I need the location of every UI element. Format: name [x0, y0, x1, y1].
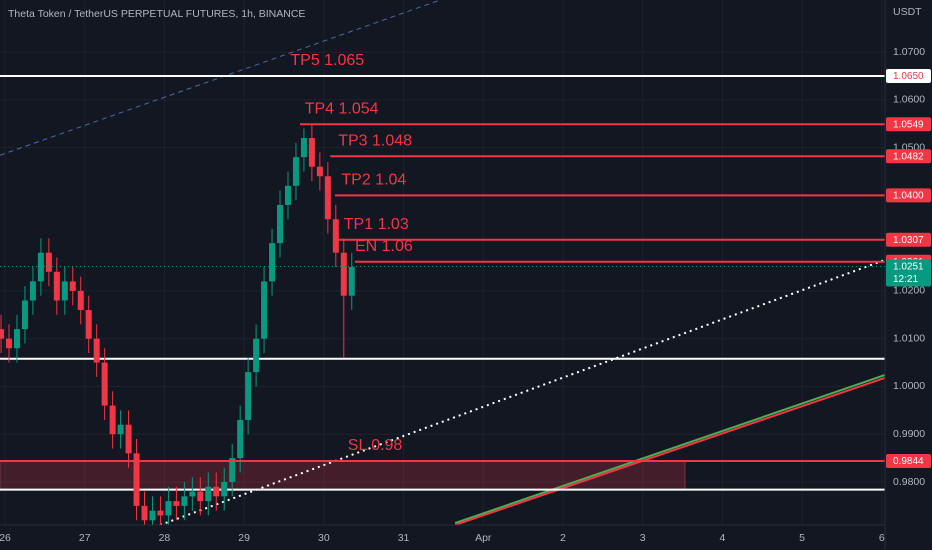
x-tick-label: 3	[640, 532, 646, 544]
price-box-label: 1.0482	[893, 151, 924, 162]
candle-body	[300, 138, 307, 158]
candle-body	[45, 252, 52, 272]
candle-body	[101, 362, 108, 406]
y-tick-label: 0.9900	[893, 428, 925, 440]
candle-body	[53, 271, 60, 301]
candle-body	[261, 281, 268, 339]
level-annotation: TP3 1.048	[338, 132, 412, 149]
candle-body	[229, 458, 236, 483]
candle-body	[324, 176, 331, 220]
candle-body	[237, 419, 244, 459]
currency-label: USDT	[893, 6, 922, 18]
candle-body	[21, 300, 28, 330]
x-tick-label: 28	[159, 532, 171, 544]
candle-body	[29, 281, 36, 301]
candle-body	[165, 501, 172, 516]
candle-body	[332, 219, 339, 253]
x-tick-label: 2	[560, 532, 566, 544]
price-box-label: 1.0650	[893, 71, 924, 82]
level-annotation: TP5 1.065	[290, 52, 364, 69]
level-annotation: SL 0.98	[348, 437, 403, 454]
price-box	[886, 117, 931, 132]
candle-body	[205, 486, 212, 502]
candle-body	[245, 372, 252, 420]
candle-body	[13, 329, 20, 349]
stop-zone	[0, 460, 686, 491]
candle-body	[117, 424, 124, 435]
x-tick-label: 4	[719, 532, 725, 544]
candle-body	[109, 405, 116, 435]
price-box-label: 1.0400	[893, 191, 924, 202]
x-tick-label: 5	[799, 532, 805, 544]
candle-body	[0, 329, 5, 339]
candle-body	[197, 491, 204, 502]
candle-body	[292, 157, 299, 186]
y-tick-label: 1.0100	[893, 332, 925, 344]
price-box-label: 1.0307	[893, 235, 924, 246]
level-annotation: TP4 1.054	[305, 100, 379, 117]
candle-body	[253, 338, 260, 373]
x-tick-label: Apr	[475, 532, 492, 544]
price-box	[886, 188, 931, 203]
y-tick-label: 1.0000	[893, 380, 925, 392]
candle-body	[141, 505, 148, 521]
price-box-label: 1.0549	[893, 119, 924, 130]
candle-body	[189, 491, 196, 497]
candle-body	[340, 252, 347, 296]
candle-body	[277, 204, 284, 244]
candle-body	[157, 510, 164, 516]
countdown-label: 12:21	[893, 274, 918, 285]
candle-body	[125, 424, 132, 454]
candle-body	[77, 290, 84, 311]
plot-area	[0, 0, 885, 525]
price-box-label: 0.9844	[893, 456, 924, 467]
candle-body	[85, 310, 92, 339]
trend-line	[454, 374, 885, 525]
level-annotation: TP2 1.04	[341, 172, 406, 189]
x-tick-label: 6	[879, 532, 885, 544]
price-box	[886, 68, 931, 83]
y-tick-label: 1.0700	[893, 46, 925, 58]
x-tick-label: 27	[79, 532, 91, 544]
level-annotation: TP1 1.03	[344, 216, 409, 233]
candle-body	[284, 185, 291, 205]
candle-body	[181, 496, 188, 506]
price-box	[886, 232, 931, 247]
y-tick-label: 0.9800	[893, 476, 925, 488]
candle-body	[269, 243, 276, 282]
candle-body	[133, 453, 140, 506]
x-tick-label: 26	[0, 532, 11, 544]
candle-body	[221, 482, 228, 497]
candle-body	[6, 338, 13, 349]
price-axis: 1.07001.06001.05001.02001.01001.00000.99…	[886, 46, 931, 488]
y-tick-label: 1.0600	[893, 94, 925, 106]
candle-body	[173, 501, 180, 506]
candle-body	[61, 281, 68, 301]
candle-body	[316, 166, 323, 177]
y-tick-label: 1.0200	[893, 285, 925, 297]
candle-body	[348, 267, 355, 296]
x-tick-label: 29	[238, 532, 250, 544]
trend-line	[0, 0, 441, 156]
trend-line	[159, 258, 885, 525]
candle-body	[93, 338, 100, 363]
candle-body	[149, 510, 156, 521]
trend-line	[454, 376, 885, 525]
price-box	[886, 453, 931, 468]
candle-body	[308, 138, 315, 167]
level-annotation: EN 1.06	[355, 238, 413, 255]
x-tick-label: 30	[318, 532, 330, 544]
x-tick-label: 31	[398, 532, 410, 544]
candle-body	[69, 281, 76, 291]
last-price-box	[886, 259, 931, 287]
chart-title: Theta Token / TetherUS PERPETUAL FUTURES…	[8, 8, 305, 20]
last-price-label: 1.0251	[893, 262, 924, 273]
candle-body	[213, 486, 220, 497]
price-box	[886, 149, 931, 164]
